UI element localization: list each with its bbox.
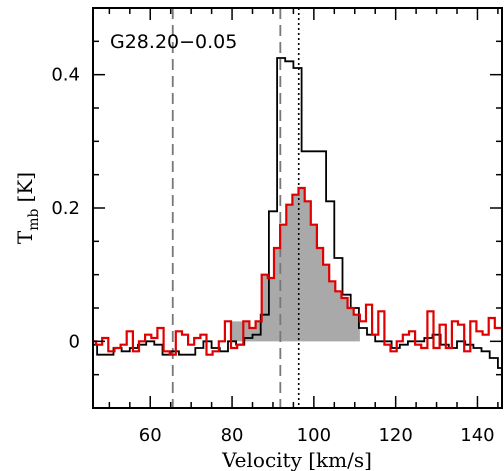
red-spectrum-line [93, 186, 501, 356]
svg-text:Tmb[K]: Tmb [K] [13, 172, 42, 244]
emission-fill [231, 188, 360, 342]
x-axis-title: Velocity [km/s] [221, 448, 372, 471]
y-axis-title: Tmb [K] [13, 172, 42, 244]
y-axis-title-subscript: mb [26, 208, 42, 230]
x-tick-label: 100 [297, 425, 331, 446]
y-tick-label: 0.2 [51, 198, 80, 219]
x-tick-label: 60 [139, 425, 162, 446]
y-tick-label: 0.4 [51, 65, 80, 86]
x-tick-label: 80 [221, 425, 244, 446]
plot-frame [92, 7, 503, 409]
x-tick-label: 140 [460, 425, 494, 446]
y-axis-title-unit: [K] [13, 172, 37, 203]
x-tick-label: 120 [378, 425, 412, 446]
source-annotation: G28.20−0.05 [110, 31, 237, 53]
y-axis-title-main: T [13, 230, 37, 244]
y-tick-label: 0 [69, 331, 80, 352]
